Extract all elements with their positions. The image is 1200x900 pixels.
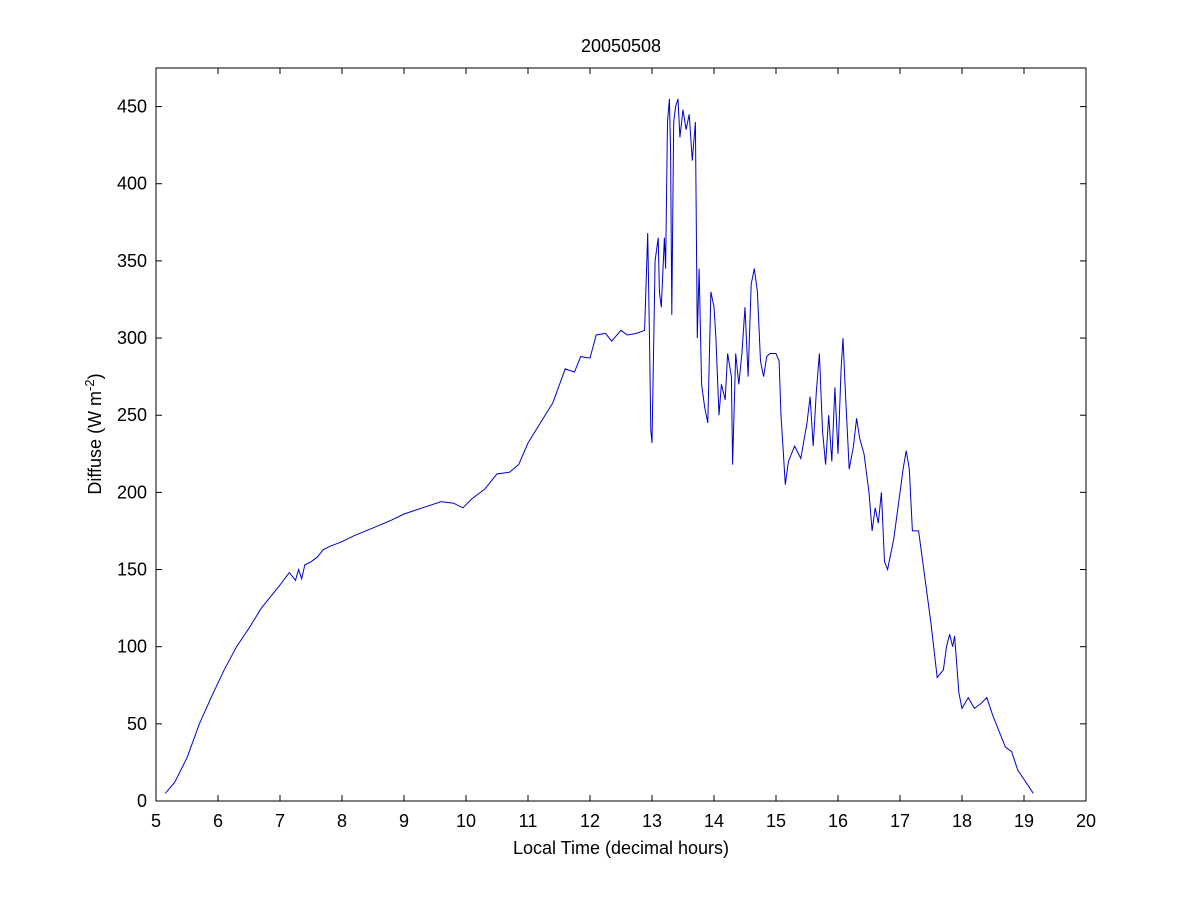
y-tick-labels: 0 50 100 150 200 250 300 350 400 450: [117, 97, 147, 811]
x-tick-label: 16: [828, 811, 848, 831]
y-tick-label: 300: [117, 328, 147, 348]
y-tick-label: 200: [117, 482, 147, 502]
y-axis-label-exponent: -2: [82, 379, 97, 391]
x-tick-label: 9: [399, 811, 409, 831]
y-tick-label: 350: [117, 251, 147, 271]
y-tick-label: 400: [117, 174, 147, 194]
x-tick-label: 10: [456, 811, 476, 831]
y-tick-label: 450: [117, 97, 147, 117]
x-tick-label: 5: [151, 811, 161, 831]
x-tick-label: 13: [642, 811, 662, 831]
x-tick-label: 7: [275, 811, 285, 831]
y-tick-label: 250: [117, 405, 147, 425]
x-axis-label: Local Time (decimal hours): [513, 838, 729, 858]
x-tick-label: 8: [337, 811, 347, 831]
x-tick-label: 15: [766, 811, 786, 831]
x-tick-label: 6: [213, 811, 223, 831]
y-tick-label: 150: [117, 560, 147, 580]
x-tick-label: 17: [890, 811, 910, 831]
y-axis-label-close: ): [85, 373, 105, 379]
y-tick-label: 50: [127, 714, 147, 734]
y-tick-label: 0: [137, 791, 147, 811]
y-tick-label: 100: [117, 637, 147, 657]
x-tick-label: 18: [952, 811, 972, 831]
tick-marks: [155, 68, 1087, 802]
x-tick-label: 11: [519, 811, 538, 831]
y-axis-label: Diffuse (W m-2): [82, 373, 105, 494]
x-tick-label: 12: [580, 811, 600, 831]
x-tick-labels: 5 6 7 8 9 10 11 12 13 14 15 16 17 18 19 20: [151, 811, 1096, 831]
plot-area: [155, 67, 1087, 802]
x-tick-label: 20: [1076, 811, 1096, 831]
diffuse-series-line: [164, 98, 1034, 794]
chart-title: 20050508: [581, 36, 661, 56]
x-tick-label: 19: [1014, 811, 1034, 831]
x-tick-label: 14: [704, 811, 724, 831]
y-axis-label-main: Diffuse (W m: [85, 391, 105, 495]
